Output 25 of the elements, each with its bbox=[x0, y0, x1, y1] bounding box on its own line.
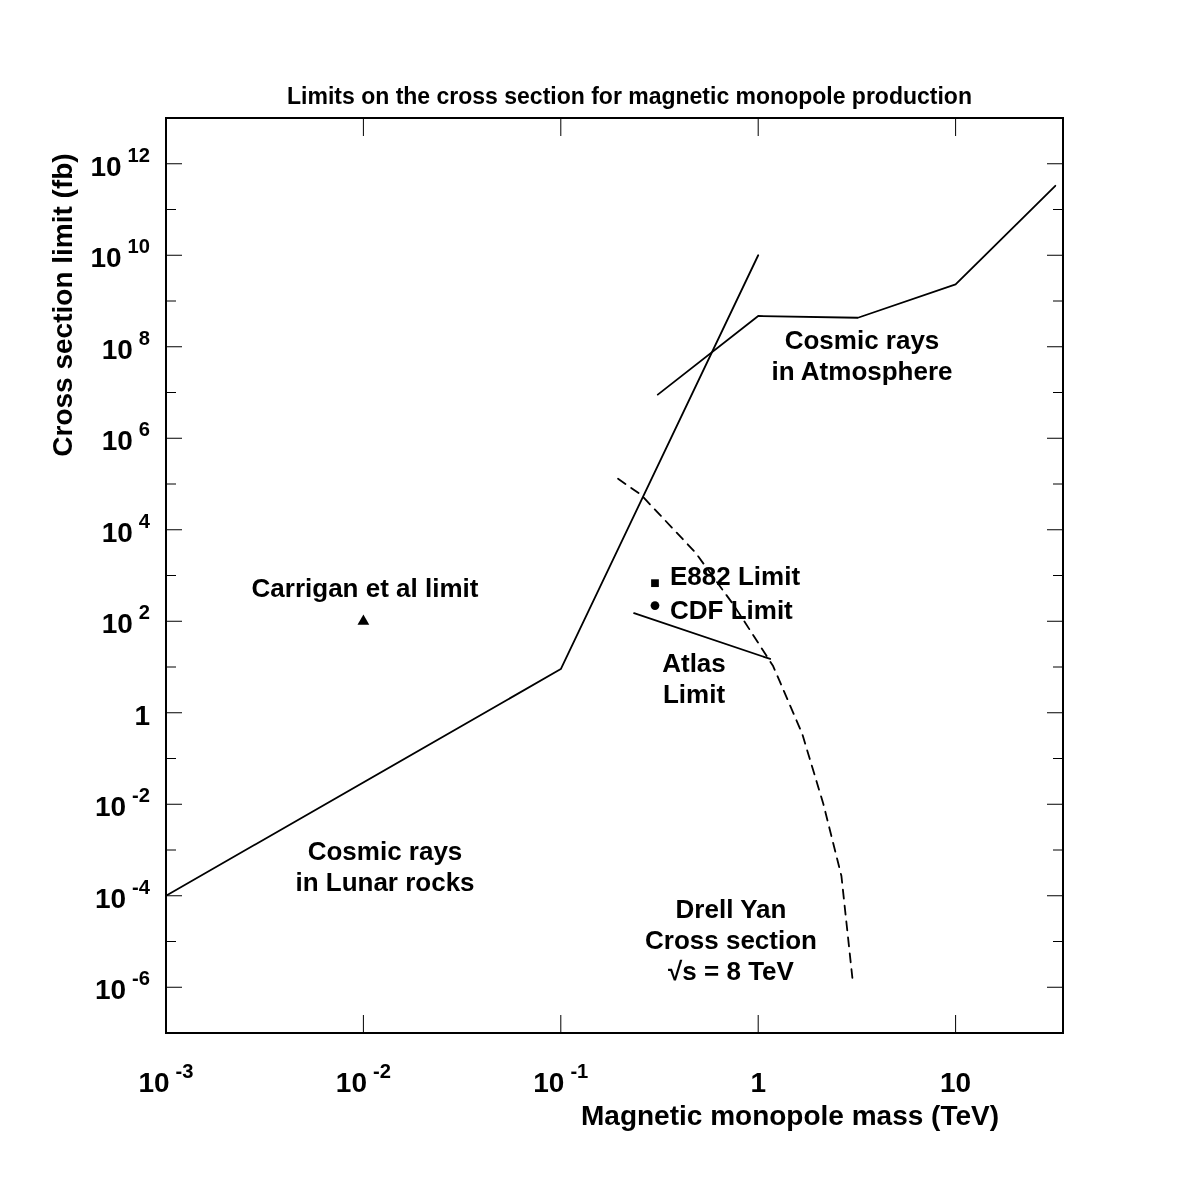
x-tick-label: 10$^{-3}$ bbox=[138, 1060, 194, 1098]
x-tick-label: 10 bbox=[940, 1067, 972, 1098]
chart-title: Limits on the cross section for magnetic monopole production bbox=[287, 83, 972, 109]
y-tick-label: 10$^{4}$ bbox=[101, 509, 151, 548]
y-tick-label: 10$^{-6}$ bbox=[94, 967, 150, 1006]
y-tick-label: 10$^{2}$ bbox=[101, 601, 150, 640]
y-axis-title: Cross section limit (fb) bbox=[47, 153, 78, 457]
y-tick-label: 1 bbox=[134, 699, 150, 731]
series-label: Cosmic rays in Lunar rocks bbox=[295, 835, 475, 897]
y-tick-label: 10$^{-4}$ bbox=[94, 875, 151, 914]
series-label: CDF Limit bbox=[670, 595, 794, 625]
series-label: Atlas Limit bbox=[662, 647, 726, 709]
y-tick-label: 10$^{-2}$ bbox=[94, 784, 150, 823]
x-tick-label: 10$^{-2}$ bbox=[335, 1060, 391, 1098]
x-axis-title: Magnetic monopole mass (TeV) bbox=[581, 1100, 999, 1131]
y-tick-label: 10$^{12}$ bbox=[90, 143, 150, 182]
series-label: Cosmic rays in Atmosphere bbox=[771, 324, 953, 386]
y-tick-label: 10$^{6}$ bbox=[101, 418, 150, 457]
x-tick-label: 1 bbox=[750, 1067, 766, 1098]
y-tick-label: 10$^{8}$ bbox=[101, 326, 150, 365]
series-label: Carrigan et al limit bbox=[251, 573, 479, 603]
series-label: E882 Limit bbox=[670, 561, 801, 591]
y-tick-label: 10$^{10}$ bbox=[90, 235, 150, 274]
x-tick-label: 10$^{-1}$ bbox=[533, 1060, 589, 1098]
series-label: Drell Yan Cross section √s = 8 TeV bbox=[645, 894, 817, 986]
